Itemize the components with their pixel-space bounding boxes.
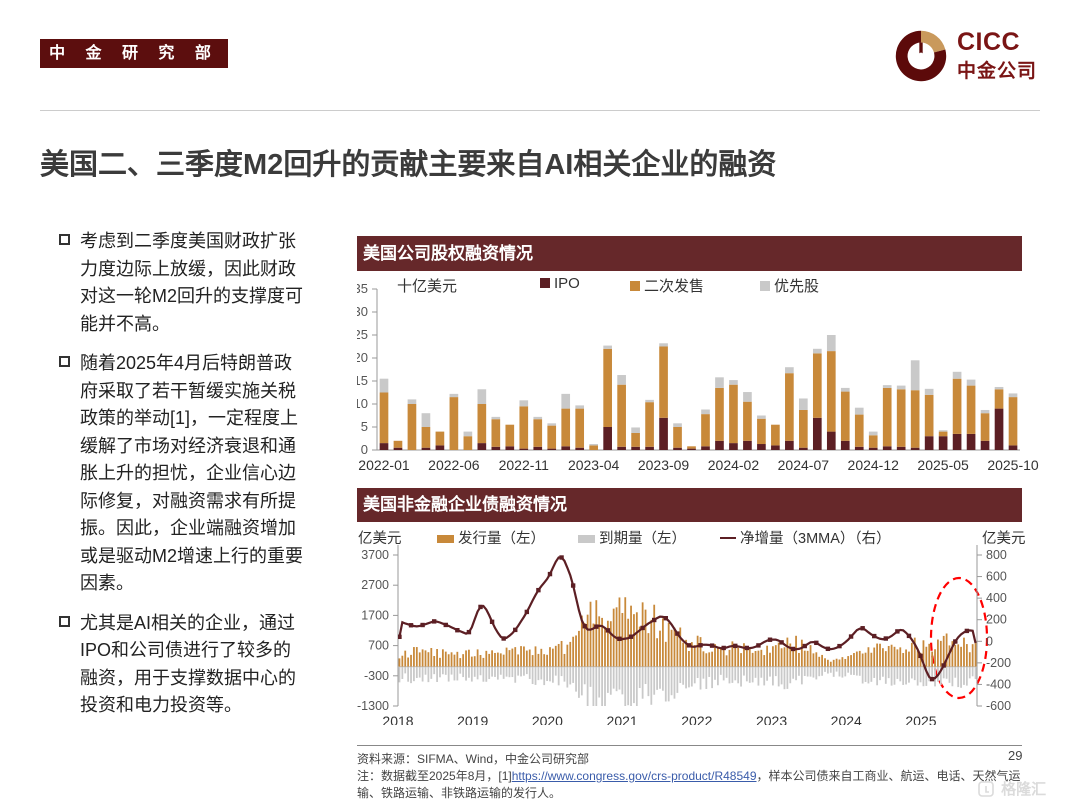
svg-text:700: 700 bbox=[368, 639, 389, 653]
svg-text:400: 400 bbox=[986, 591, 1007, 605]
svg-text:2700: 2700 bbox=[361, 578, 389, 592]
svg-text:0: 0 bbox=[986, 634, 993, 648]
svg-text:2018: 2018 bbox=[382, 713, 413, 725]
svg-text:-300: -300 bbox=[364, 669, 389, 683]
svg-text:-1300: -1300 bbox=[357, 699, 389, 713]
svg-text:2025: 2025 bbox=[905, 713, 936, 725]
svg-text:200: 200 bbox=[986, 613, 1007, 627]
svg-text:3700: 3700 bbox=[361, 548, 389, 562]
svg-text:1700: 1700 bbox=[361, 608, 389, 622]
svg-text:2024: 2024 bbox=[831, 713, 862, 725]
svg-text:2019: 2019 bbox=[457, 713, 488, 725]
svg-text:-400: -400 bbox=[986, 677, 1011, 691]
svg-text:2022: 2022 bbox=[681, 713, 712, 725]
svg-text:800: 800 bbox=[986, 548, 1007, 562]
svg-text:600: 600 bbox=[986, 570, 1007, 584]
svg-text:2021: 2021 bbox=[607, 713, 638, 725]
svg-text:-600: -600 bbox=[986, 699, 1011, 713]
svg-text:2020: 2020 bbox=[532, 713, 563, 725]
svg-text:-200: -200 bbox=[986, 656, 1011, 670]
svg-text:2023: 2023 bbox=[756, 713, 787, 725]
